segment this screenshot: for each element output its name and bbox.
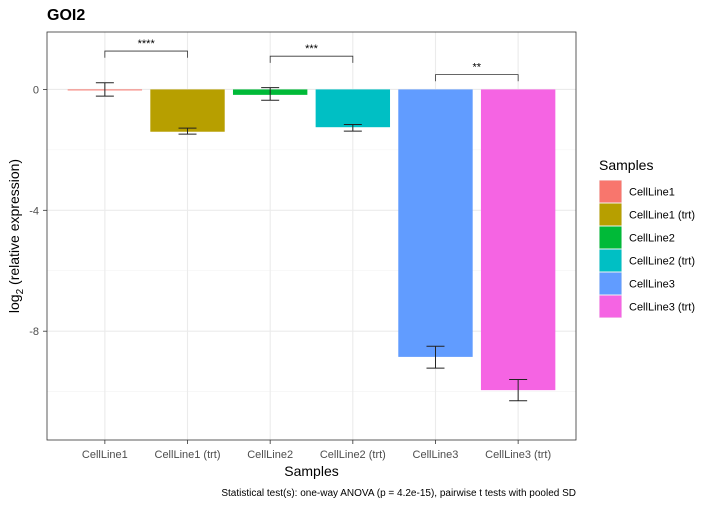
x-tick-label: CellLine1 (82, 449, 128, 461)
error-bars (95, 82, 528, 402)
chart-title: GOI2 (47, 7, 85, 24)
x-tick-label: CellLine3 (trt) (485, 449, 551, 461)
legend-swatch (599, 295, 622, 318)
bracket-line (269, 55, 354, 63)
legend-label: CellLine3 (trt) (629, 302, 695, 314)
y-axis-label-subscript: 2 (15, 288, 26, 294)
significance-label: ** (473, 62, 482, 74)
legend-swatch (599, 272, 622, 295)
legend-swatch (599, 180, 622, 203)
legend-entry: CellLine2 (599, 226, 675, 249)
x-tick-label: CellLine2 (247, 449, 293, 461)
legend-label: CellLine2 (629, 233, 675, 245)
bars (67, 89, 556, 391)
significance-label: *** (305, 43, 319, 55)
x-tick-label: CellLine2 (trt) (320, 449, 386, 461)
legend-title: Samples (599, 157, 653, 173)
y-tick-label: -4 (29, 205, 39, 217)
error-bar (509, 379, 528, 402)
y-axis-label-rest: (relative expression) (6, 159, 22, 289)
significance-brackets: **** ***** (104, 38, 519, 82)
legend-swatch (599, 203, 622, 226)
bar-cellline2-trt- (315, 89, 391, 128)
legend-label: CellLine2 (trt) (629, 256, 695, 268)
y-axis: 0 -4 -8 (29, 84, 47, 338)
caption: Statistical test(s): one-way ANOVA (p = … (221, 488, 576, 499)
y-tick-label: -8 (29, 326, 39, 338)
error-bar (426, 345, 445, 369)
significance-label: **** (138, 38, 156, 50)
legend-label: CellLine1 (629, 187, 675, 199)
error-bar (178, 127, 197, 135)
x-axis-label: Samples (284, 463, 338, 479)
bar-cellline3 (398, 89, 473, 357)
legend: Samples CellLine1 CellLine1 (trt) CellLine… (599, 157, 695, 318)
legend-entry: CellLine3 (599, 272, 675, 295)
bracket-line (104, 50, 188, 58)
legend-label: CellLine3 (629, 279, 675, 291)
plot-border (46, 31, 577, 441)
error-bar (261, 87, 280, 101)
x-tick-label: CellLine3 (413, 449, 459, 461)
error-bar (95, 82, 114, 97)
legend-swatch (599, 249, 622, 272)
legend-entry: CellLine2 (trt) (599, 249, 695, 272)
legend-swatch (599, 226, 622, 249)
legend-entry: CellLine1 (trt) (599, 203, 695, 226)
legend-entry: CellLine3 (trt) (599, 295, 695, 318)
bar-cellline1-trt- (150, 89, 225, 132)
y-axis-label-main: log (6, 294, 22, 313)
bracket-line (435, 74, 519, 82)
x-tick-label: CellLine1 (trt) (155, 449, 221, 461)
significance-bracket: ** (435, 62, 519, 82)
y-tick-label: 0 (33, 84, 39, 96)
bar-cellline3-trt- (480, 89, 556, 391)
legend-entry: CellLine1 (599, 180, 675, 203)
significance-bracket: *** (269, 43, 354, 63)
y-axis-label: log2 (relative expression) (6, 159, 26, 313)
legend-label: CellLine1 (trt) (629, 210, 695, 222)
significance-bracket: **** (104, 38, 188, 58)
x-axis: CellLine1 CellLine1 (trt) CellLine2 CellLin… (82, 440, 551, 461)
error-bar (343, 123, 362, 132)
